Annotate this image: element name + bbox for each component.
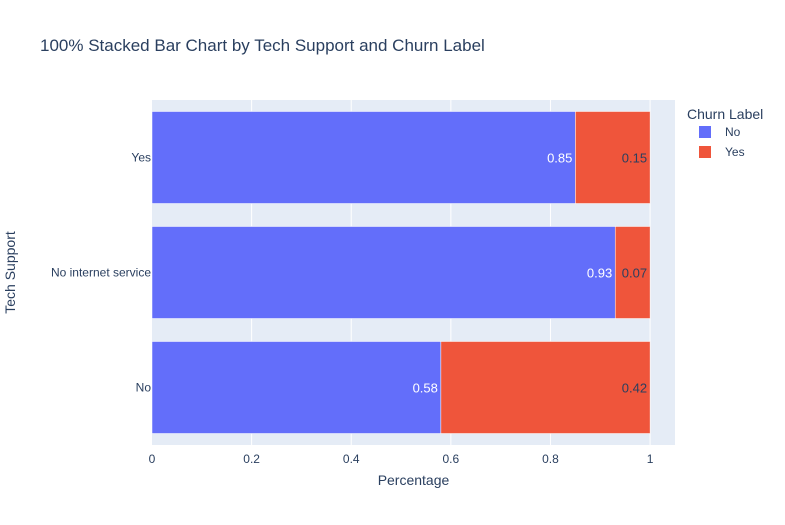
bar-yes-no — [440, 341, 651, 434]
legend-items: No Yes — [699, 125, 745, 159]
legend-label-yes: Yes — [725, 145, 745, 159]
x-tick-label: 0.8 — [542, 452, 559, 466]
bar-value-label: 0.42 — [622, 381, 647, 396]
legend-swatch-no — [699, 126, 711, 138]
bar-no-no-internet-service — [151, 226, 616, 319]
bar-value-label: 0.07 — [622, 266, 647, 281]
legend-swatch-yes — [699, 146, 711, 158]
x-tick-label: 0.6 — [443, 452, 460, 466]
chart-title: 100% Stacked Bar Chart by Tech Support a… — [40, 36, 485, 55]
legend: Churn Label No Yes — [687, 106, 763, 159]
bar-value-label: 0.58 — [413, 381, 438, 396]
y-tick-label: Yes — [131, 151, 151, 165]
x-tick-label: 1 — [647, 452, 654, 466]
y-axis-title: Tech Support — [2, 231, 18, 314]
x-axis-title: Percentage — [378, 472, 450, 488]
labels-layer: 0.58 0.42 0.93 0.07 0.85 0.15 — [413, 151, 648, 396]
y-tick-layer: No No internet service Yes — [51, 151, 151, 395]
bar-yes-no-internet-service — [614, 226, 651, 319]
bar-value-label: 0.15 — [622, 151, 647, 166]
bar-yes-yes — [575, 111, 651, 204]
bar-value-label: 0.85 — [547, 151, 572, 166]
bar-no-no — [151, 341, 442, 434]
y-tick-label: No — [136, 381, 152, 395]
legend-title: Churn Label — [687, 106, 763, 122]
bars-layer — [151, 111, 651, 434]
bar-value-label: 0.93 — [587, 266, 612, 281]
x-tick-label: 0.4 — [343, 452, 360, 466]
y-tick-label: No internet service — [51, 266, 151, 280]
x-tick-label: 0.2 — [243, 452, 260, 466]
legend-label-no: No — [725, 125, 741, 139]
bar-no-yes — [151, 111, 576, 204]
x-tick-layer: 0 0.2 0.4 0.6 0.8 1 — [149, 452, 654, 466]
x-tick-label: 0 — [149, 452, 156, 466]
